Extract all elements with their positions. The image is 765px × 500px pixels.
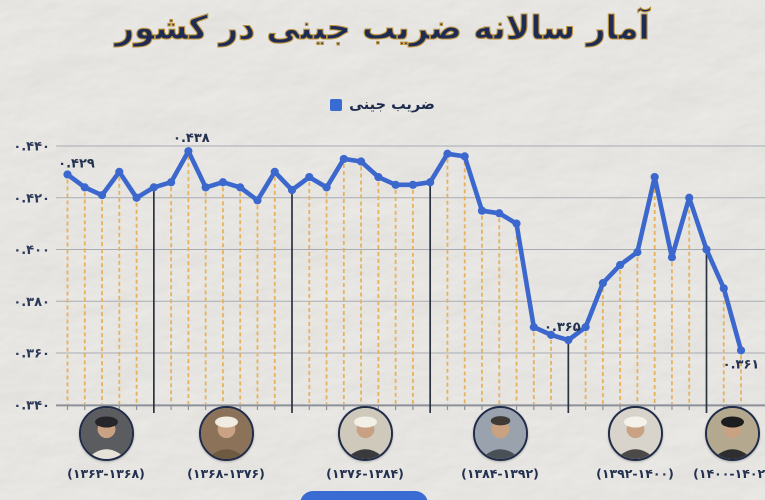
svg-text:۰.۴۴۰: ۰.۴۴۰	[13, 140, 50, 155]
svg-text:۰.۳۶۵: ۰.۳۶۵	[544, 320, 581, 335]
president-portrait-6	[704, 406, 760, 461]
legend-swatch-icon	[330, 99, 343, 111]
period-item-1392-1400: (۱۳۹۲-۱۴۰۰)	[590, 406, 680, 481]
page-title: آمار سالانه ضریب جینی در کشور	[115, 7, 651, 47]
period-item-1376-1384: (۱۳۷۶-۱۳۸۴)	[320, 406, 410, 481]
svg-text:۰.۴۲۹: ۰.۴۲۹	[58, 156, 95, 171]
president-portrait-3	[337, 406, 393, 461]
president-portrait-1	[78, 406, 134, 461]
period-item-1363-1368: (۱۳۶۳-۱۳۶۸)	[61, 406, 151, 481]
period-label-1: (۱۳۶۳-۱۳۶۸)	[67, 466, 145, 481]
period-item-1384-1392: (۱۳۸۴-۱۳۹۲)	[455, 406, 545, 481]
period-label-2: (۱۳۶۸-۱۳۷۶)	[187, 466, 265, 481]
period-label-3: (۱۳۷۶-۱۳۸۴)	[326, 466, 404, 481]
period-label-6: (۱۴۰۰-۱۴۰۲)	[693, 466, 765, 481]
svg-text:۰.۳۴۰: ۰.۳۴۰	[13, 398, 50, 413]
president-portrait-4	[472, 406, 528, 461]
chart-legend: ضریب جینی	[0, 97, 765, 113]
period-item-1400-1402: (۱۴۰۰-۱۴۰۲)	[687, 406, 765, 481]
svg-text:۰.۴۳۸: ۰.۴۳۸	[173, 131, 210, 146]
president-portrait-5	[607, 406, 663, 461]
president-portrait-2	[198, 406, 254, 461]
period-item-1368-1376: (۱۳۶۸-۱۳۷۶)	[181, 406, 271, 481]
bottom-banner	[300, 491, 428, 500]
period-label-5: (۱۳۹۲-۱۴۰۰)	[596, 466, 674, 481]
svg-text:۰.۳۸۰: ۰.۳۸۰	[13, 295, 50, 310]
period-label-4: (۱۳۸۴-۱۳۹۲)	[461, 466, 539, 481]
svg-text:۰.۳۶۱: ۰.۳۶۱	[723, 357, 760, 372]
svg-text:۰.۳۶۰: ۰.۳۶۰	[13, 347, 50, 362]
svg-text:۰.۴۰۰: ۰.۴۰۰	[13, 243, 50, 258]
svg-text:۰.۴۲۰: ۰.۴۲۰	[13, 191, 50, 206]
legend-label: ضریب جینی	[349, 97, 435, 113]
